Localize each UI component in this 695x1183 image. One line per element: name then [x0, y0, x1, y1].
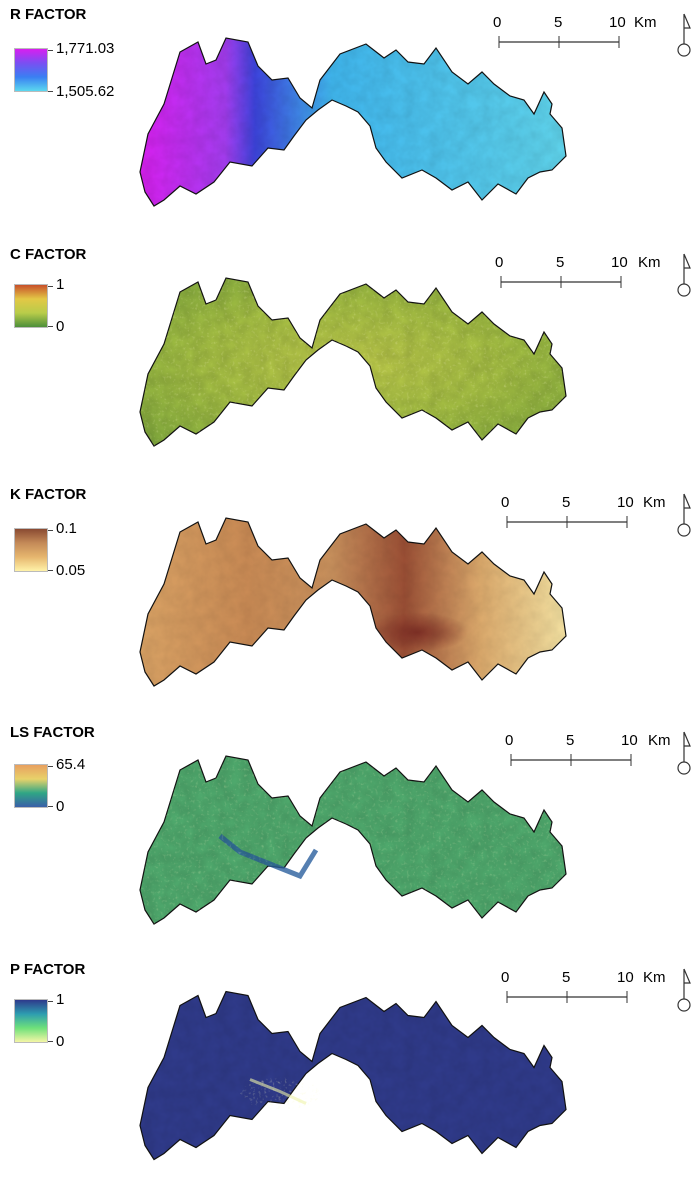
legend-min-label: 0.05 — [56, 562, 86, 579]
scale-label: 0 — [501, 494, 510, 511]
scale-label: 5 — [562, 494, 571, 511]
legend-max-label: 1 — [56, 276, 65, 293]
scale-unit: Km — [634, 14, 657, 31]
legend-tick — [48, 326, 53, 327]
legend-tick — [48, 766, 53, 767]
scale-label: 5 — [562, 969, 571, 986]
scale-bar — [498, 36, 620, 48]
legend-color-ramp — [14, 284, 48, 328]
scale-unit: Km — [643, 494, 666, 511]
legend-max-label: 1,771.03 — [56, 40, 115, 57]
legend-min-label: 0 — [56, 1033, 65, 1050]
panel-c-factor: C FACTOR 1 0 0 5 10 Km — [0, 240, 695, 476]
panel-title: K FACTOR — [10, 486, 87, 503]
legend-min-label: 0 — [56, 318, 65, 335]
scale-bar — [500, 276, 622, 288]
scale-label: 5 — [556, 254, 565, 271]
scale-label: 5 — [566, 732, 575, 749]
scale-bar — [510, 754, 632, 766]
scale-label: 10 — [617, 494, 634, 511]
legend-max-label: 0.1 — [56, 520, 77, 537]
scale-label: 10 — [617, 969, 634, 986]
scale-label: 0 — [501, 969, 510, 986]
panel-r-factor: R FACTOR 1,771.03 1,505.62 0 5 10 Km — [0, 0, 695, 236]
legend-tick — [48, 530, 53, 531]
scale-unit: Km — [643, 969, 666, 986]
panel-p-factor: P FACTOR 1 0 0 5 10 Km — [0, 955, 695, 1183]
panel-title: R FACTOR — [10, 6, 87, 23]
legend-min-label: 1,505.62 — [56, 83, 115, 100]
scale-bar — [506, 991, 628, 1003]
legend-max-label: 1 — [56, 991, 65, 1008]
scale-unit: Km — [638, 254, 661, 271]
scale-label: 0 — [495, 254, 504, 271]
map-p-factor — [139, 990, 567, 1161]
legend-color-ramp — [14, 48, 48, 92]
legend-color-ramp — [14, 764, 48, 808]
panel-title: C FACTOR — [10, 246, 87, 263]
north-arrow-icon — [677, 13, 691, 57]
north-arrow-icon — [677, 253, 691, 297]
panel-ls-factor: LS FACTOR 65.4 0 0 5 10 Km — [0, 718, 695, 954]
map-ls-factor — [139, 755, 567, 925]
legend-max-label: 65.4 — [56, 756, 86, 773]
legend-tick — [48, 806, 53, 807]
north-arrow-icon — [677, 968, 691, 1012]
legend-tick — [48, 50, 53, 51]
panel-k-factor: K FACTOR 0.1 0.05 0 5 10 — [0, 480, 695, 716]
legend-tick — [48, 570, 53, 571]
scale-label: 5 — [554, 14, 563, 31]
legend-tick — [48, 286, 53, 287]
legend-tick — [48, 91, 53, 92]
legend-min-label: 0 — [56, 798, 65, 815]
legend-tick — [48, 1001, 53, 1002]
scale-bar — [506, 516, 628, 528]
panel-title: P FACTOR — [10, 961, 86, 978]
scale-label: 10 — [609, 14, 626, 31]
scale-label: 0 — [493, 14, 502, 31]
legend-color-ramp — [14, 999, 48, 1043]
north-arrow-icon — [677, 731, 691, 775]
scale-label: 0 — [505, 732, 514, 749]
legend-color-ramp — [14, 528, 48, 572]
scale-label: 10 — [621, 732, 638, 749]
scale-unit: Km — [648, 732, 671, 749]
panel-title: LS FACTOR — [10, 724, 95, 741]
scale-label: 10 — [611, 254, 628, 271]
legend-tick — [48, 1041, 53, 1042]
north-arrow-icon — [677, 493, 691, 537]
